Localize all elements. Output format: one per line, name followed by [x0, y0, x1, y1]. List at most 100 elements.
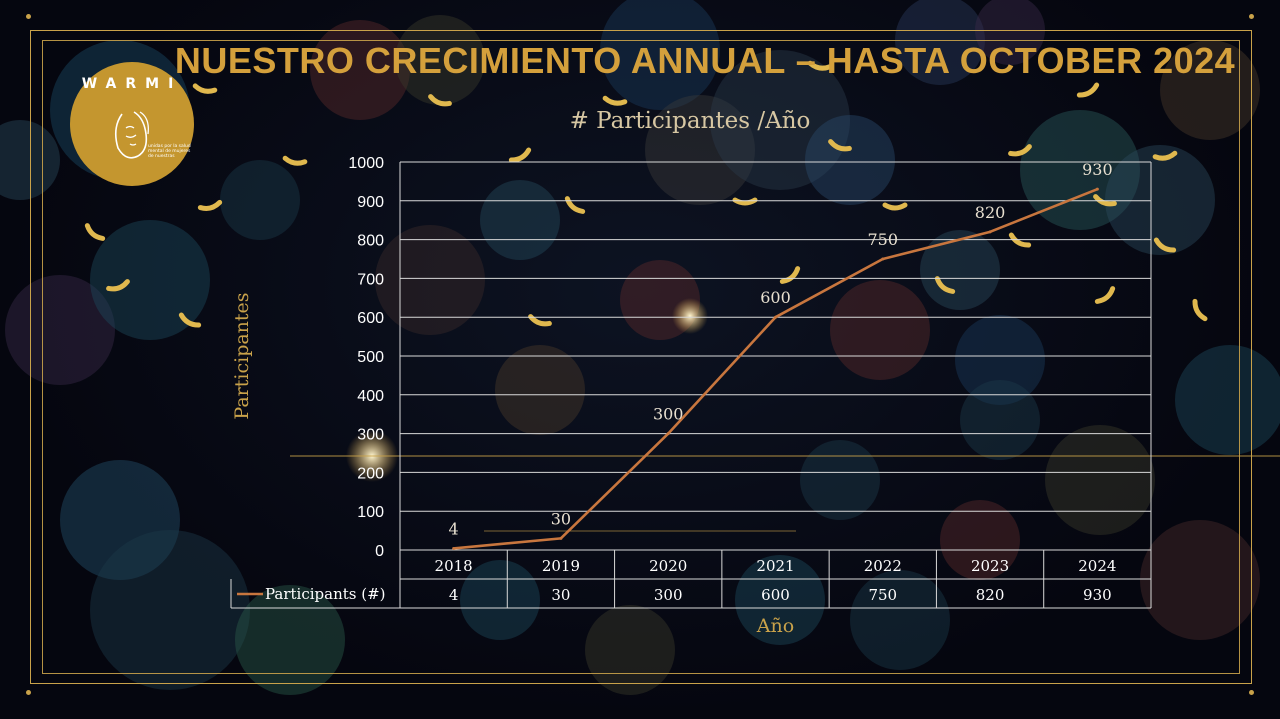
confetti-piece [1076, 82, 1100, 98]
bokeh-circle [90, 220, 210, 340]
confetti-piece [106, 279, 130, 292]
slide-title: NUESTRO CRECIMIENTO ANNUAL – HASTA OCTOB… [174, 40, 1236, 81]
confetti-piece [508, 147, 532, 163]
bokeh-circle [1020, 110, 1140, 230]
y-axis-title: Participantes [231, 292, 253, 419]
confetti-piece [1094, 286, 1116, 304]
confetti-piece [84, 223, 106, 241]
data-point [666, 432, 670, 436]
confetti-piece [1192, 298, 1208, 322]
data-label: 930 [1082, 160, 1113, 179]
bokeh-circle [850, 570, 950, 670]
bokeh-circle [805, 115, 895, 205]
confetti-piece [528, 314, 552, 327]
table-value: 300 [654, 586, 683, 604]
corner-dot-bottom-right [1249, 690, 1254, 695]
confetti-piece [807, 60, 833, 71]
logo-tagline: unidas por la salud mental de mujeres de… [148, 144, 191, 159]
table-value: 930 [1083, 586, 1112, 604]
y-tick-label: 200 [357, 465, 384, 482]
corner-dot-bottom-left [26, 690, 31, 695]
logo-word: WARMI [81, 76, 183, 92]
data-label: 300 [653, 405, 684, 424]
confetti-piece [1153, 237, 1177, 253]
y-tick-label: 700 [357, 271, 384, 288]
confetti-piece [934, 276, 956, 294]
data-point [774, 315, 777, 319]
bokeh-circle [1160, 40, 1260, 140]
data-point [988, 230, 992, 234]
bokeh-circle [735, 555, 825, 645]
data-point [1095, 187, 1099, 191]
bokeh-circle [1140, 520, 1260, 640]
y-tick-label: 300 [357, 427, 384, 444]
x-tick-label: 2024 [1078, 557, 1116, 575]
data-label: 600 [760, 288, 791, 307]
bokeh-circle [395, 15, 485, 105]
data-label: 30 [551, 509, 571, 528]
bokeh-circle [940, 500, 1020, 580]
y-tick-label: 400 [357, 388, 384, 405]
bokeh-circle [600, 0, 720, 110]
bokeh-circle [90, 530, 250, 690]
y-tick-label: 0 [375, 543, 384, 560]
data-point [559, 536, 563, 540]
table-value: 4 [449, 586, 459, 604]
bokeh-circle [1045, 425, 1155, 535]
confetti-piece [1008, 232, 1032, 248]
data-label: 750 [868, 230, 899, 249]
series-line [453, 187, 1098, 550]
bokeh-circle [0, 120, 60, 200]
confetti-piece [828, 139, 852, 152]
bokeh-circle [310, 20, 410, 120]
warmi-logo: WARMI unidas por la salud mental de muje… [70, 62, 194, 186]
x-tick-label: 2020 [649, 557, 687, 575]
bokeh-circle [1105, 145, 1215, 255]
data-point [452, 546, 456, 550]
x-tick-label: 2019 [542, 557, 580, 575]
bokeh-circle [375, 225, 485, 335]
table-value: 820 [976, 586, 1005, 604]
table-value: 750 [868, 586, 897, 604]
bokeh-circle [830, 280, 930, 380]
confetti-piece [602, 95, 628, 106]
confetti-piece [428, 94, 452, 107]
corner-dot-top-right [1249, 14, 1254, 19]
inner-frame [42, 40, 1240, 674]
confetti-piece [282, 155, 308, 166]
bokeh-circle [920, 230, 1000, 310]
bokeh-circle [960, 380, 1040, 460]
data-label: 4 [449, 519, 459, 538]
data-point [881, 257, 885, 261]
bokeh-circle [235, 585, 345, 695]
confetti-piece [1008, 144, 1032, 157]
bokeh-circle [800, 440, 880, 520]
table-value: 30 [551, 586, 570, 604]
confetti-piece [779, 266, 801, 284]
corner-dot-top-left [26, 14, 31, 19]
bokeh-circle [955, 315, 1045, 405]
x-tick-label: 2023 [971, 557, 1009, 575]
bokeh-circle [585, 605, 675, 695]
bokeh-circle [1175, 345, 1280, 455]
bokeh-circle [220, 160, 300, 240]
bokeh-circle [495, 345, 585, 435]
y-tick-label: 800 [357, 233, 384, 250]
y-tick-label: 100 [357, 504, 384, 521]
bokeh-circle [710, 50, 850, 190]
y-tick-label: 500 [357, 349, 384, 366]
bokeh-circle [975, 0, 1045, 65]
legend-series-name: Participants (#) [265, 585, 386, 603]
bokeh-circle [645, 95, 755, 205]
y-tick-label: 900 [357, 194, 384, 211]
logo-face-icon [114, 111, 149, 159]
chart-title: # Participantes /Año [569, 108, 811, 134]
x-tick-label: 2021 [756, 557, 794, 575]
data-label: 820 [975, 203, 1006, 222]
sparkle [672, 298, 708, 334]
table-value: 600 [761, 586, 790, 604]
outer-frame [30, 30, 1252, 684]
